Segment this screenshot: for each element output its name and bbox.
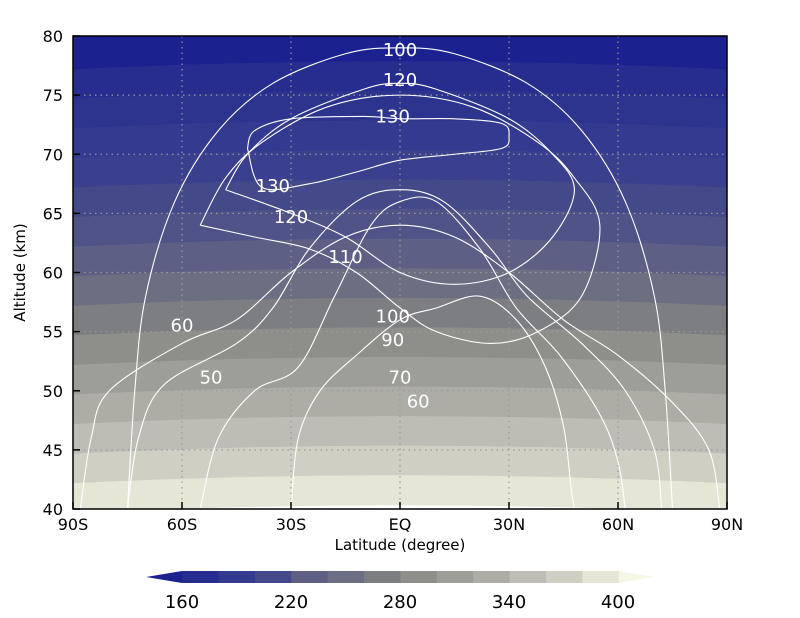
contour-lines [79,47,721,509]
colorbar-segment-7 [436,571,474,583]
colorbar-segment-2 [254,571,292,583]
y-tick-label-55: 55 [43,323,63,342]
colorbar-label-160: 160 [165,592,199,613]
y-tick-label-65: 65 [43,204,63,223]
colorbar-segment-3 [291,571,329,583]
contour-label-7: 90 [381,330,404,351]
colorbar-label-220: 220 [274,592,308,613]
contour-label-9: 60 [407,391,430,412]
contour-50 [79,224,721,509]
filled-contour-bands [73,36,727,509]
contour-70 [199,196,626,509]
x-tick-label-30N: 30N [493,515,525,534]
contour-label-2: 130 [376,106,410,127]
contour-110 [199,94,601,345]
contour-90 [290,295,575,509]
x-tick-label-90S: 90S [58,515,89,534]
x-tick-label-30S: 30S [276,515,307,534]
x-tick-label-60S: 60S [167,515,198,534]
contour-130 [246,115,510,191]
colorbar-segment-11 [582,571,620,583]
y-tick-label-70: 70 [43,145,63,164]
x-axis-label: Latitude (degree) [335,536,466,554]
contour-60 [126,189,663,509]
contour-label-6: 100 [376,306,410,327]
y-tick-label-80: 80 [43,27,63,46]
colorbar: 160 220 280 340 400 [146,571,655,613]
contour-label-8: 70 [389,368,412,389]
y-tick-label-40: 40 [43,500,63,519]
colorbar-label-340: 340 [492,592,526,613]
colorbar-segment-1 [218,571,256,583]
colorbar-extend-left [146,571,182,583]
contour-100 [126,47,674,509]
y-tick-label-50: 50 [43,382,63,401]
colorbar-segment-4 [327,571,365,583]
x-tick-label-EQ: EQ [389,515,412,534]
colorbar-label-280: 280 [383,592,417,613]
colorbar-label-400: 400 [601,592,635,613]
y-axis-label: Altitude (km) [11,223,29,321]
colorbar-segment-8 [473,571,511,583]
y-tick-label-45: 45 [43,441,63,460]
y-tick-label-60: 60 [43,264,63,283]
x-tick-label-60N: 60N [602,515,634,534]
y-tick-label-75: 75 [43,86,63,105]
contour-label-10: 60 [171,316,194,337]
axis-ticks: 90S 60S 30S EQ 30N 60N 90N 40 45 50 55 60 65 70 75 80 [43,27,744,534]
contour-label-4: 120 [274,207,308,228]
colorbar-segment-5 [364,571,401,583]
colorbar-extend-right [618,571,655,583]
colorbar-segment-0 [182,571,219,583]
colorbar-segment-9 [509,571,547,583]
x-tick-label-90N: 90N [711,515,743,534]
contour-label-5: 110 [328,247,362,268]
colorbar-segment-10 [546,571,583,583]
contour-120 [225,82,575,285]
contour-label-1: 120 [383,70,417,91]
contour-label-0: 100 [383,40,417,61]
contour-label-3: 130 [256,176,290,197]
colorbar-segment-6 [400,571,438,583]
contour-label-11: 50 [200,368,223,389]
